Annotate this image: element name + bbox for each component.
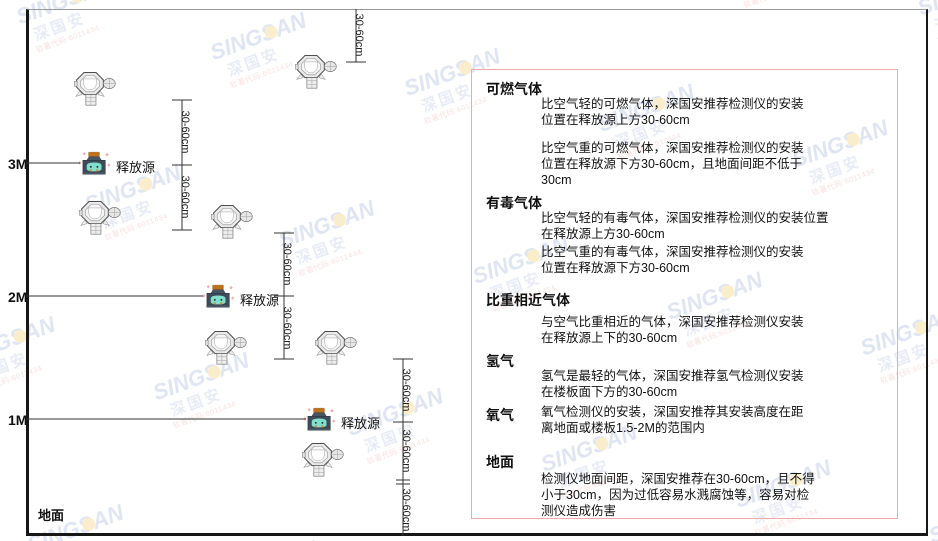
svg-text:30-60cm: 30-60cm <box>400 369 412 412</box>
svg-text:30-60cm: 30-60cm <box>353 14 365 57</box>
svg-text:30-60cm: 30-60cm <box>281 307 293 350</box>
svg-text:30-60cm: 30-60cm <box>281 243 293 286</box>
svg-text:30-60cm: 30-60cm <box>179 111 191 154</box>
svg-text:30-60cm: 30-60cm <box>179 176 191 219</box>
svg-text:30-60cm: 30-60cm <box>400 489 412 532</box>
svg-text:30-60cm: 30-60cm <box>400 430 412 473</box>
